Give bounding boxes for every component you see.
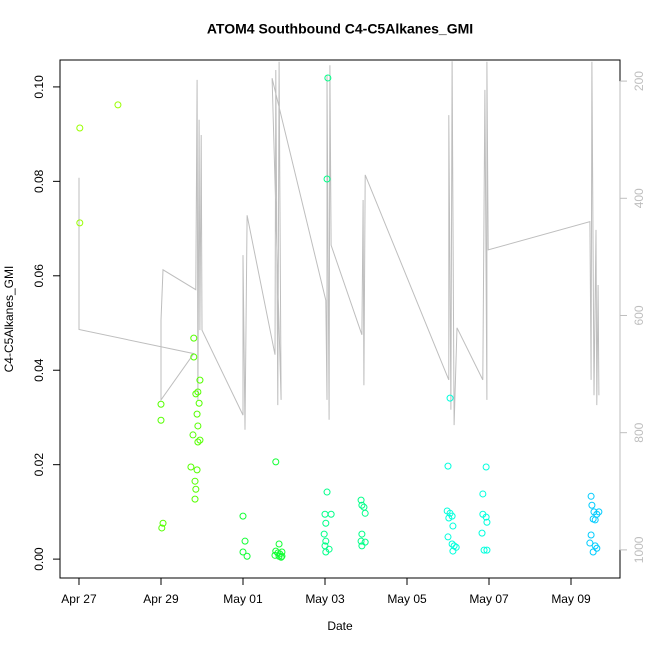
y-tick-label: 0.06 [32,264,46,288]
point [193,466,201,474]
x-tick-label: May 01 [223,592,263,606]
point [450,542,458,550]
point [321,510,329,518]
point [159,519,167,527]
y2-tick-label: 1000 [632,536,646,563]
point [587,531,595,539]
point [277,553,285,561]
point-layer [76,74,603,561]
plot-frame [59,59,621,579]
point [275,540,283,548]
point [591,516,599,524]
y2-tick-label: 600 [632,305,646,325]
point [76,219,84,227]
point [190,353,198,361]
point [191,477,199,485]
y2-tick-label: 400 [632,188,646,208]
point [480,546,488,554]
point [588,501,596,509]
point [482,513,490,521]
x-tick-label: Apr 29 [143,592,179,606]
point [482,463,490,471]
y-tick-label: 0.10 [32,75,46,99]
point [483,546,491,554]
point [322,548,330,556]
point [586,539,594,547]
x-tick-label: May 05 [387,592,427,606]
point [157,416,165,424]
point [195,399,203,407]
point [239,548,247,556]
point [190,334,198,342]
x-tick-label: May 03 [305,592,345,606]
y-tick-label: 0.08 [32,169,46,193]
point [327,510,335,518]
point [444,533,452,541]
point [114,101,122,109]
point [193,410,201,418]
point [446,394,454,402]
point [358,530,366,538]
point [478,529,486,537]
point [357,537,365,545]
point [278,552,286,560]
point [322,519,330,527]
chart-title: ATOM4 Southbound C4-C5Alkanes_GMI [207,21,473,37]
line-layer [78,61,600,430]
point [479,490,487,498]
point [357,496,365,504]
point [361,509,369,517]
point [191,495,199,503]
point [157,400,165,408]
point [323,175,331,183]
y-tick-label: 0.04 [32,358,46,382]
x-axis-label: Date [327,619,353,633]
point [358,501,366,509]
point [589,548,597,556]
point [322,537,330,545]
point [158,524,166,532]
point [445,514,453,522]
point [323,488,331,496]
y-tick-label: 0.00 [32,547,46,571]
point [196,376,204,384]
point [358,542,366,550]
x-tick-label: May 09 [551,592,591,606]
x-tick-label: May 07 [469,592,509,606]
point [444,462,452,470]
point [194,422,202,430]
point [361,538,369,546]
point [591,542,599,550]
y2-tick-label: 200 [632,71,646,91]
x-tick-label: Apr 27 [61,592,97,606]
point [196,436,204,444]
point [595,508,603,516]
point [587,492,595,500]
y2-tick-label: 800 [632,422,646,442]
point [192,390,200,398]
point [194,438,202,446]
point [76,124,84,132]
point [239,512,247,520]
point [272,458,280,466]
point [189,431,197,439]
y-axis-label: C4-C5Alkanes_GMI [2,266,16,373]
y-tick-label: 0.02 [32,453,46,477]
line-series [78,61,600,430]
point [324,74,332,82]
point [452,543,460,551]
point [241,537,249,545]
point [449,547,457,555]
point [194,388,202,396]
point [271,551,279,559]
point [192,485,200,493]
point [187,463,195,471]
point [483,518,491,526]
point [320,530,328,538]
point [449,522,457,530]
point [243,552,251,560]
